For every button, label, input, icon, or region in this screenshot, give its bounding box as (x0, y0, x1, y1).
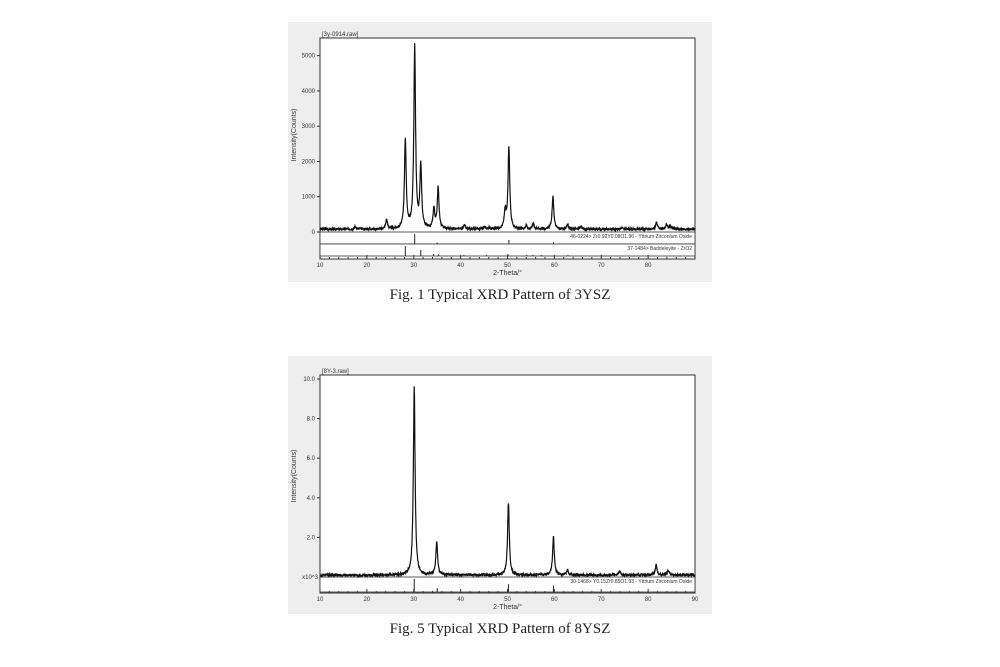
x-tick-label: 80 (645, 263, 652, 269)
x-tick-label: 30 (410, 263, 417, 269)
plot-frame (319, 37, 696, 260)
y-axis-label: Intensity(Counts) (291, 109, 298, 162)
y-tick-label: 0 (312, 230, 316, 236)
figure-1-caption: Fig. 1 Typical XRD Pattern of 3YSZ (389, 287, 611, 303)
x-tick-label: 20 (364, 263, 371, 269)
x-tick-label: 60 (551, 597, 558, 603)
reference-label: 30-1468> Y0.15Zr0.85O1.93 - Yttrium Zirc… (570, 579, 692, 585)
x-tick-label: 70 (598, 597, 605, 603)
figure-5-caption: Fig. 5 Typical XRD Pattern of 8YSZ (389, 621, 611, 637)
reference-label: 37-1484> Baddeleyite - ZrO2 (627, 246, 692, 252)
y-tick-label: 4000 (302, 89, 316, 95)
y-axis-label: Intensity(Counts) (291, 450, 298, 503)
x-tick-label: 10 (317, 263, 324, 269)
x-tick-label: 10 (317, 597, 324, 603)
y-tick-label: 2.0 (307, 535, 316, 541)
x-tick-label: 40 (457, 597, 464, 603)
x-tick-label: 60 (551, 263, 558, 269)
plot-frame (319, 374, 696, 594)
y-tick-label: 1000 (302, 195, 316, 201)
x-tick-label: 20 (364, 597, 371, 603)
x-tick-label: 90 (692, 597, 699, 603)
y-tick-label: 5000 (302, 54, 316, 60)
x-tick-label: 50 (504, 597, 511, 603)
y-tick-label: 10.0 (303, 377, 315, 383)
y-tick-label: 8.0 (307, 417, 316, 423)
y-multiplier-label: x10^3 (302, 575, 318, 581)
file-label: [8Y-3.raw] (322, 369, 349, 375)
y-tick-label: 6.0 (307, 456, 316, 462)
y-tick-label: 4.0 (307, 496, 316, 502)
x-axis-label: 2-Theta/° (493, 269, 522, 277)
x-axis-label: 2-Theta/° (493, 603, 522, 611)
diffraction-pattern-line (319, 386, 696, 579)
reference-label: 46-0224> Zr0.92Y0.08O1.96 - Yttrium Zirc… (570, 234, 692, 240)
x-tick-label: 80 (645, 597, 652, 603)
file-label: [3y-0914.raw] (322, 32, 359, 38)
y-tick-label: 2000 (302, 159, 316, 165)
x-tick-label: 70 (598, 263, 605, 269)
x-tick-label: 30 (410, 597, 417, 603)
x-tick-label: 40 (457, 263, 464, 269)
diffraction-pattern-line (319, 43, 696, 233)
y-tick-label: 3000 (302, 124, 316, 130)
x-tick-label: 50 (504, 263, 511, 269)
